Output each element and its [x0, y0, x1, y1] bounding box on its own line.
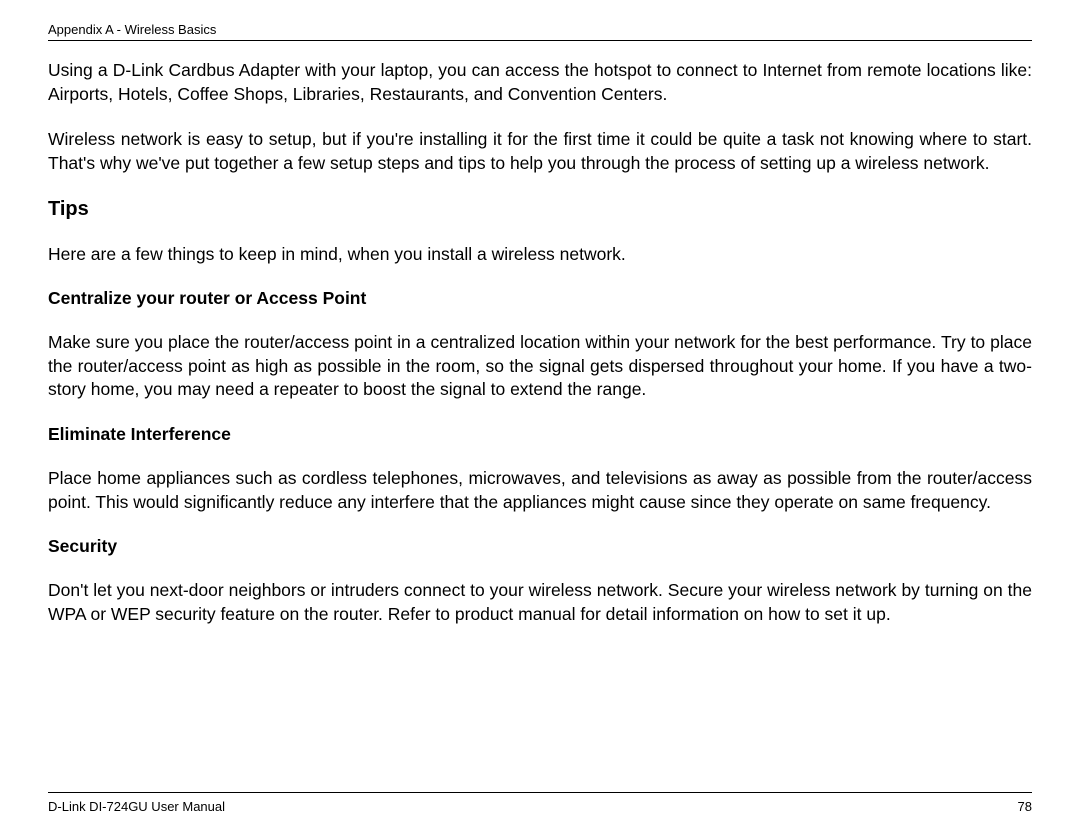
subheading-centralize: Centralize your router or Access Point: [48, 288, 1032, 309]
subheading-interference: Eliminate Interference: [48, 424, 1032, 445]
page-header: Appendix A - Wireless Basics: [48, 22, 1032, 41]
footer-manual-name: D-Link DI-724GU User Manual: [48, 799, 225, 814]
subheading-security: Security: [48, 536, 1032, 557]
paragraph-3: Make sure you place the router/access po…: [48, 331, 1032, 402]
paragraph-4: Place home appliances such as cordless t…: [48, 467, 1032, 514]
tips-title: Tips: [48, 198, 1032, 221]
paragraph-2: Wireless network is easy to setup, but i…: [48, 128, 1032, 175]
page-footer: D-Link DI-724GU User Manual 78: [48, 792, 1032, 814]
tips-intro: Here are a few things to keep in mind, w…: [48, 243, 1032, 267]
paragraph-5: Don't let you next-door neighbors or int…: [48, 579, 1032, 626]
header-text: Appendix A - Wireless Basics: [48, 22, 216, 37]
paragraph-1: Using a D-Link Cardbus Adapter with your…: [48, 59, 1032, 106]
footer-page-number: 78: [1018, 799, 1032, 814]
